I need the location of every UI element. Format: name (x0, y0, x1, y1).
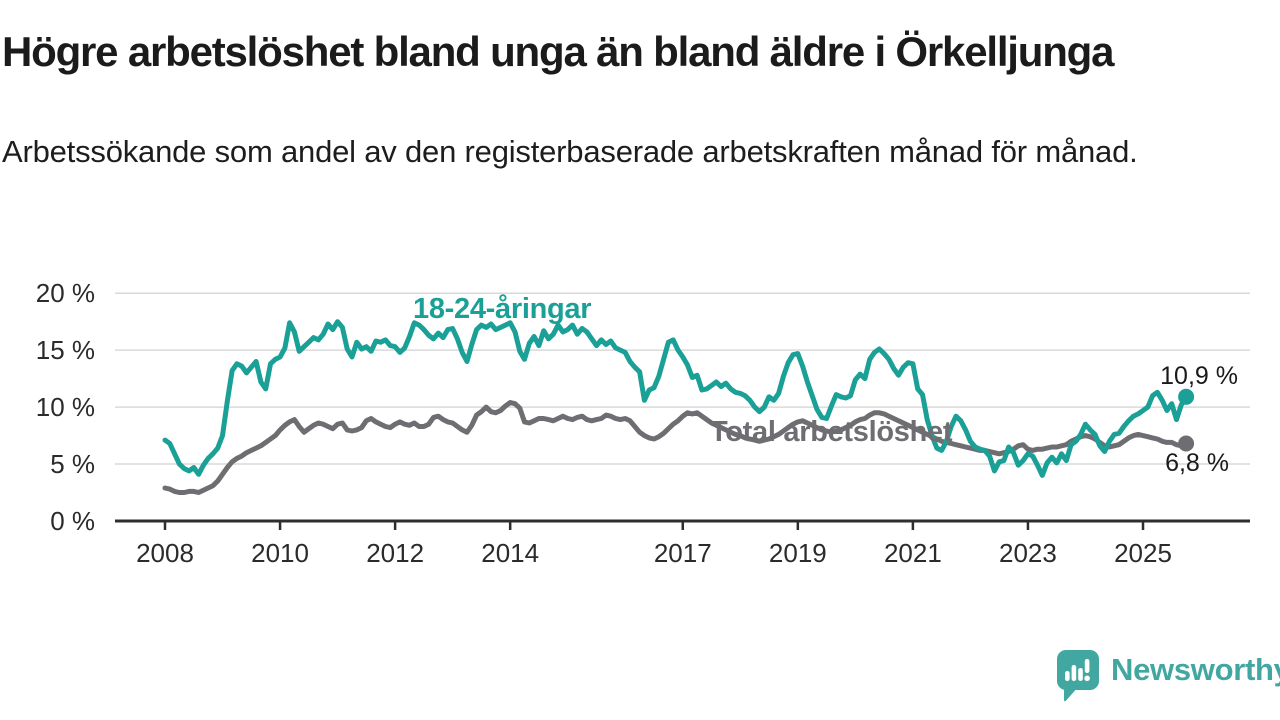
chart-subtitle: Arbetssökande som andel av den registerb… (2, 134, 1138, 169)
end-value-label-young: 10,9 % (1160, 362, 1238, 390)
y-tick-label-10: 10 % (36, 392, 95, 422)
y-tick-label-0: 0 % (50, 506, 95, 536)
newsworthy-logo: Newsworthy (1056, 649, 1280, 703)
x-tick-label-2010: 2010 (251, 538, 309, 568)
newsworthy-speech-bubble-bar-chart-icon (1057, 650, 1099, 702)
series-end-dot-total (1178, 435, 1195, 452)
series-label-total: Total arbetslöshet (710, 416, 953, 448)
x-tick-label-2025: 2025 (1114, 538, 1172, 568)
y-tick-label-5: 5 % (50, 449, 95, 479)
x-tick-label-2019: 2019 (769, 538, 827, 568)
y-tick-label-15: 15 % (36, 335, 95, 365)
x-tick-label-2023: 2023 (999, 538, 1057, 568)
end-value-label-total: 6,8 % (1165, 449, 1229, 477)
series-label-young: 18-24-åringar (413, 293, 591, 325)
y-tick-label-20: 20 % (36, 278, 95, 308)
x-tick-label-2014: 2014 (481, 538, 539, 568)
x-tick-label-2017: 2017 (654, 538, 712, 568)
x-tick-label-2012: 2012 (366, 538, 424, 568)
chart-title: Högre arbetslöshet bland unga än bland ä… (2, 28, 1114, 75)
series-line-total (162, 400, 1189, 495)
newsworthy-wordmark: Newsworthy (1111, 652, 1280, 687)
x-tick-label-2021: 2021 (884, 538, 942, 568)
x-tick-label-2008: 2008 (136, 538, 194, 568)
series-end-dot-young (1178, 388, 1195, 405)
series-line-young (162, 319, 1189, 478)
